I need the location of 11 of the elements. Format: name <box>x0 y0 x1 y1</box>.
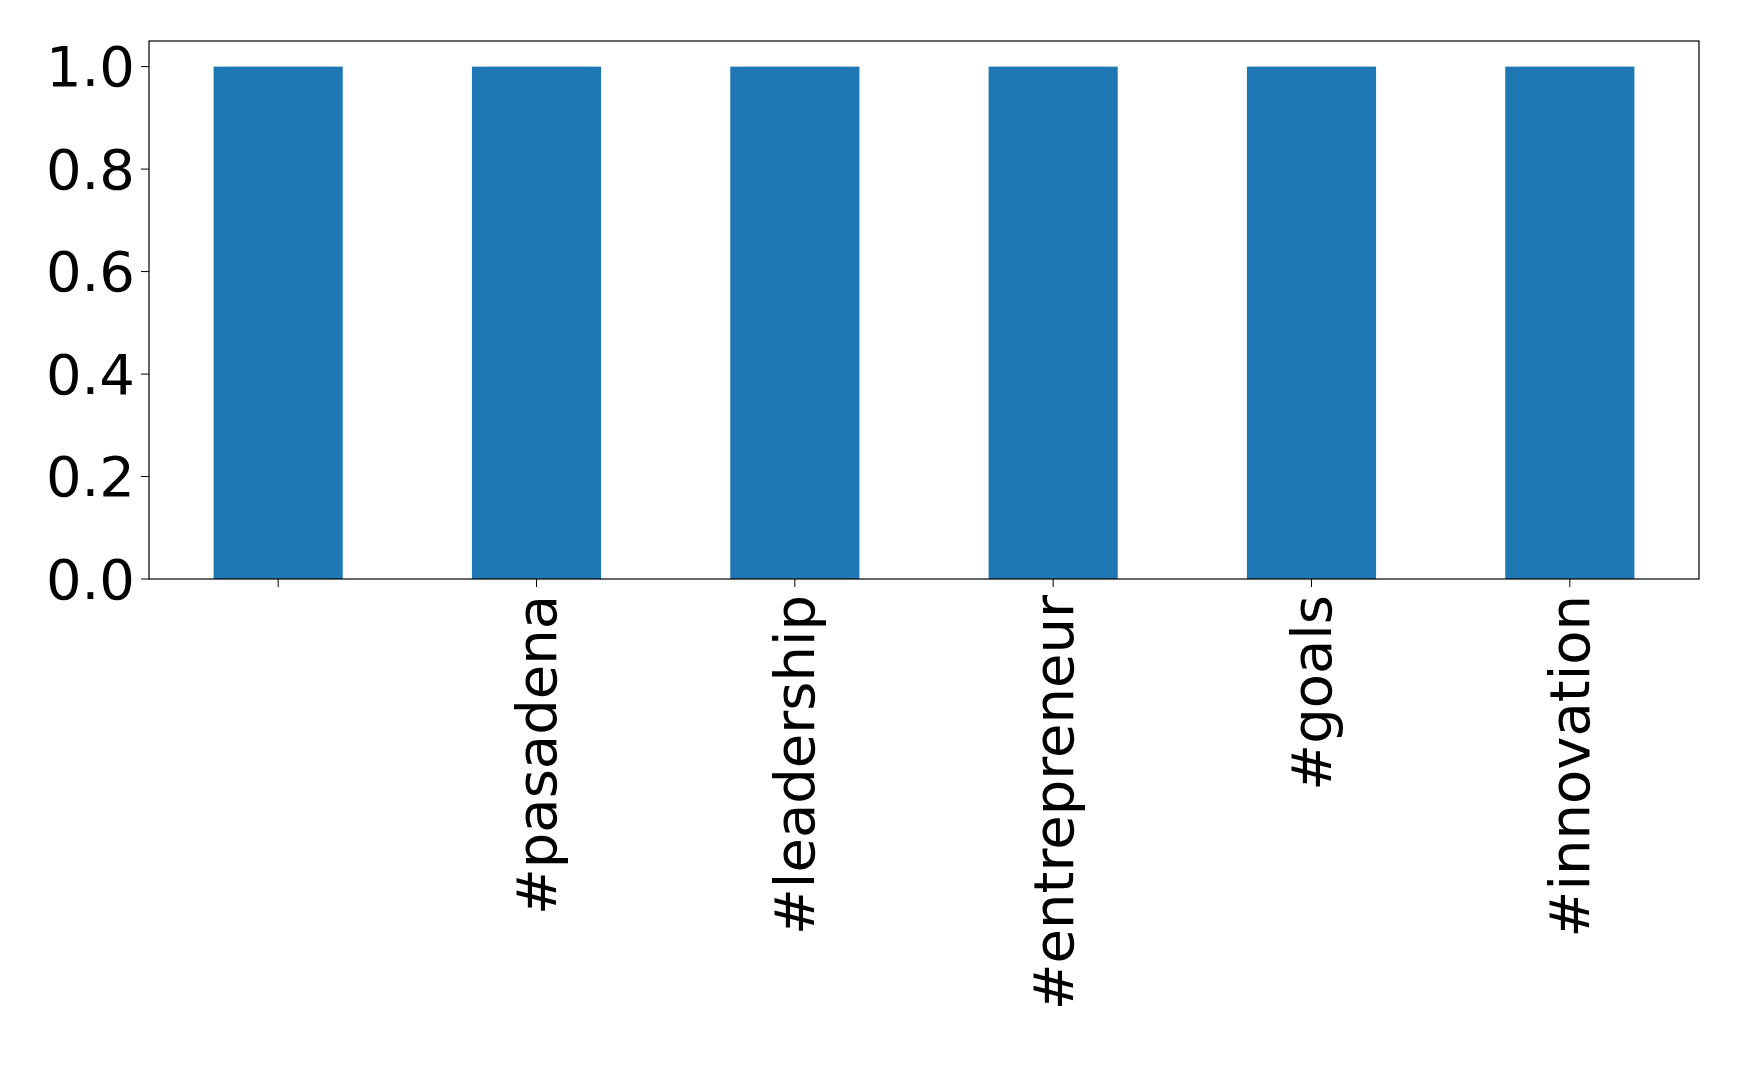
y-tick-label: 0.0 <box>45 546 135 612</box>
x-tick-label: #goals <box>1279 595 1345 791</box>
x-tick-label: #entrepreneur <box>1020 594 1086 1011</box>
y-tick-label: 0.4 <box>45 341 135 407</box>
y-tick-label: 0.6 <box>45 239 135 305</box>
x-tick-label: #pasadena <box>504 595 570 916</box>
y-tick-label: 0.8 <box>45 136 135 202</box>
y-tick-label: 0.2 <box>45 444 135 510</box>
y-tick-label: 1.0 <box>45 34 135 100</box>
x-tick-label: #innovation <box>1537 595 1603 938</box>
x-tick-label: #leadership <box>762 595 828 936</box>
